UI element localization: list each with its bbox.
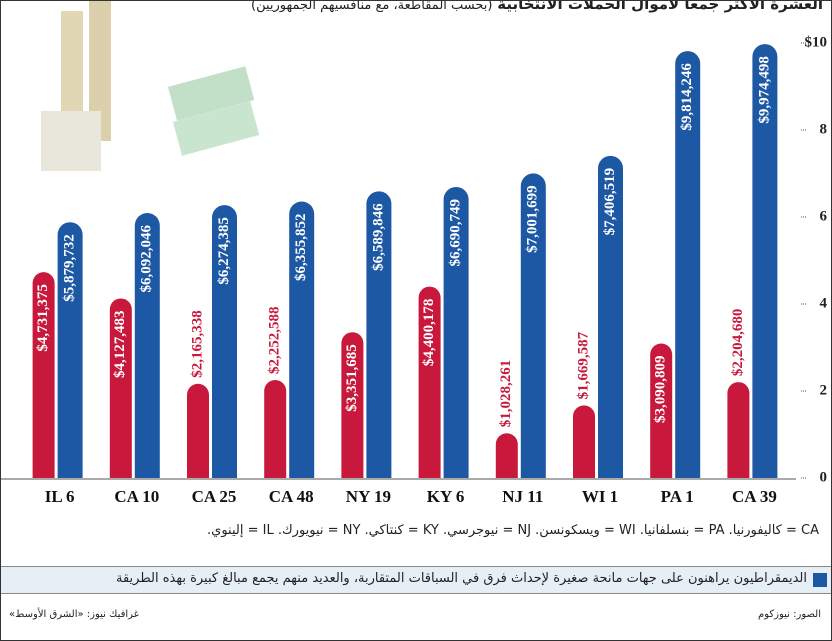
x-tick-label: WI 1 — [582, 487, 618, 506]
value-label: $9,814,246 — [679, 63, 695, 131]
coin-stack — [61, 11, 83, 121]
credit: غرافيك نيوز: «الشرق الأوسط» — [9, 609, 139, 620]
bar — [187, 384, 209, 478]
y-tick-label: $10 — [805, 34, 828, 50]
value-label: $6,274,385 — [216, 217, 232, 285]
value-label: $3,090,809 — [653, 356, 669, 424]
value-label: $1,028,261 — [498, 360, 514, 428]
x-tick-label: IL 6 — [45, 487, 75, 506]
value-label: $6,589,846 — [370, 203, 386, 271]
value-label: $3,351,685 — [344, 344, 360, 412]
value-label: $4,731,375 — [35, 284, 51, 352]
y-tick-label: 2 — [820, 382, 828, 398]
footnote: CA = كاليفورنيا. PA = بنسلفانيا. WI = وي… — [207, 523, 819, 538]
legend-label: الديمقراطيون يراهنون على جهات مانحة صغير… — [116, 571, 807, 586]
x-tick-label: NY 19 — [346, 487, 391, 506]
value-label: $5,879,732 — [62, 234, 78, 302]
value-label: $7,406,519 — [602, 168, 618, 236]
x-tick-label: PA 1 — [661, 487, 694, 506]
bill-stack — [41, 111, 101, 171]
chart: 0 2 4 6 8 $10 IL 6 $4,731,375 $5,879,732 CA 10 $4,… — [1, 1, 831, 640]
value-label: $2,165,338 — [189, 310, 205, 378]
x-tick-label: CA 39 — [732, 487, 777, 506]
y-tick-label: 8 — [820, 121, 828, 137]
value-label: $2,252,588 — [267, 307, 283, 375]
value-label: $2,204,680 — [730, 309, 746, 377]
bar — [573, 405, 595, 478]
x-tick-label: CA 48 — [269, 487, 314, 506]
infographic: العشرة الأكثر جمعاً لأموال الحملات الانت… — [0, 0, 832, 641]
value-label: $6,092,046 — [139, 224, 155, 292]
value-label: $4,127,483 — [112, 310, 128, 378]
bar — [496, 433, 518, 478]
x-tick-label: CA 25 — [192, 487, 237, 506]
value-label: $4,400,178 — [421, 299, 437, 367]
x-tick-label: CA 10 — [114, 487, 159, 506]
source: الصور: نيوزكوم — [758, 609, 821, 620]
value-label: $7,001,699 — [525, 185, 541, 253]
money-illustration — [41, 1, 259, 171]
legend-band: الديمقراطيون يراهنون على جهات مانحة صغير… — [1, 566, 831, 594]
value-label: $9,974,498 — [756, 56, 772, 124]
y-tick-label: 4 — [820, 295, 828, 311]
y-tick-label: 0 — [820, 469, 828, 485]
value-label: $1,669,587 — [575, 331, 591, 399]
value-label: $6,690,749 — [448, 199, 464, 267]
bar — [727, 382, 749, 478]
x-tick-label: NJ 11 — [502, 487, 543, 506]
y-tick-label: 6 — [820, 208, 828, 224]
value-label: $6,355,852 — [293, 214, 309, 282]
legend-swatch — [813, 573, 827, 587]
bar — [264, 380, 286, 478]
x-tick-label: KY 6 — [427, 487, 465, 506]
